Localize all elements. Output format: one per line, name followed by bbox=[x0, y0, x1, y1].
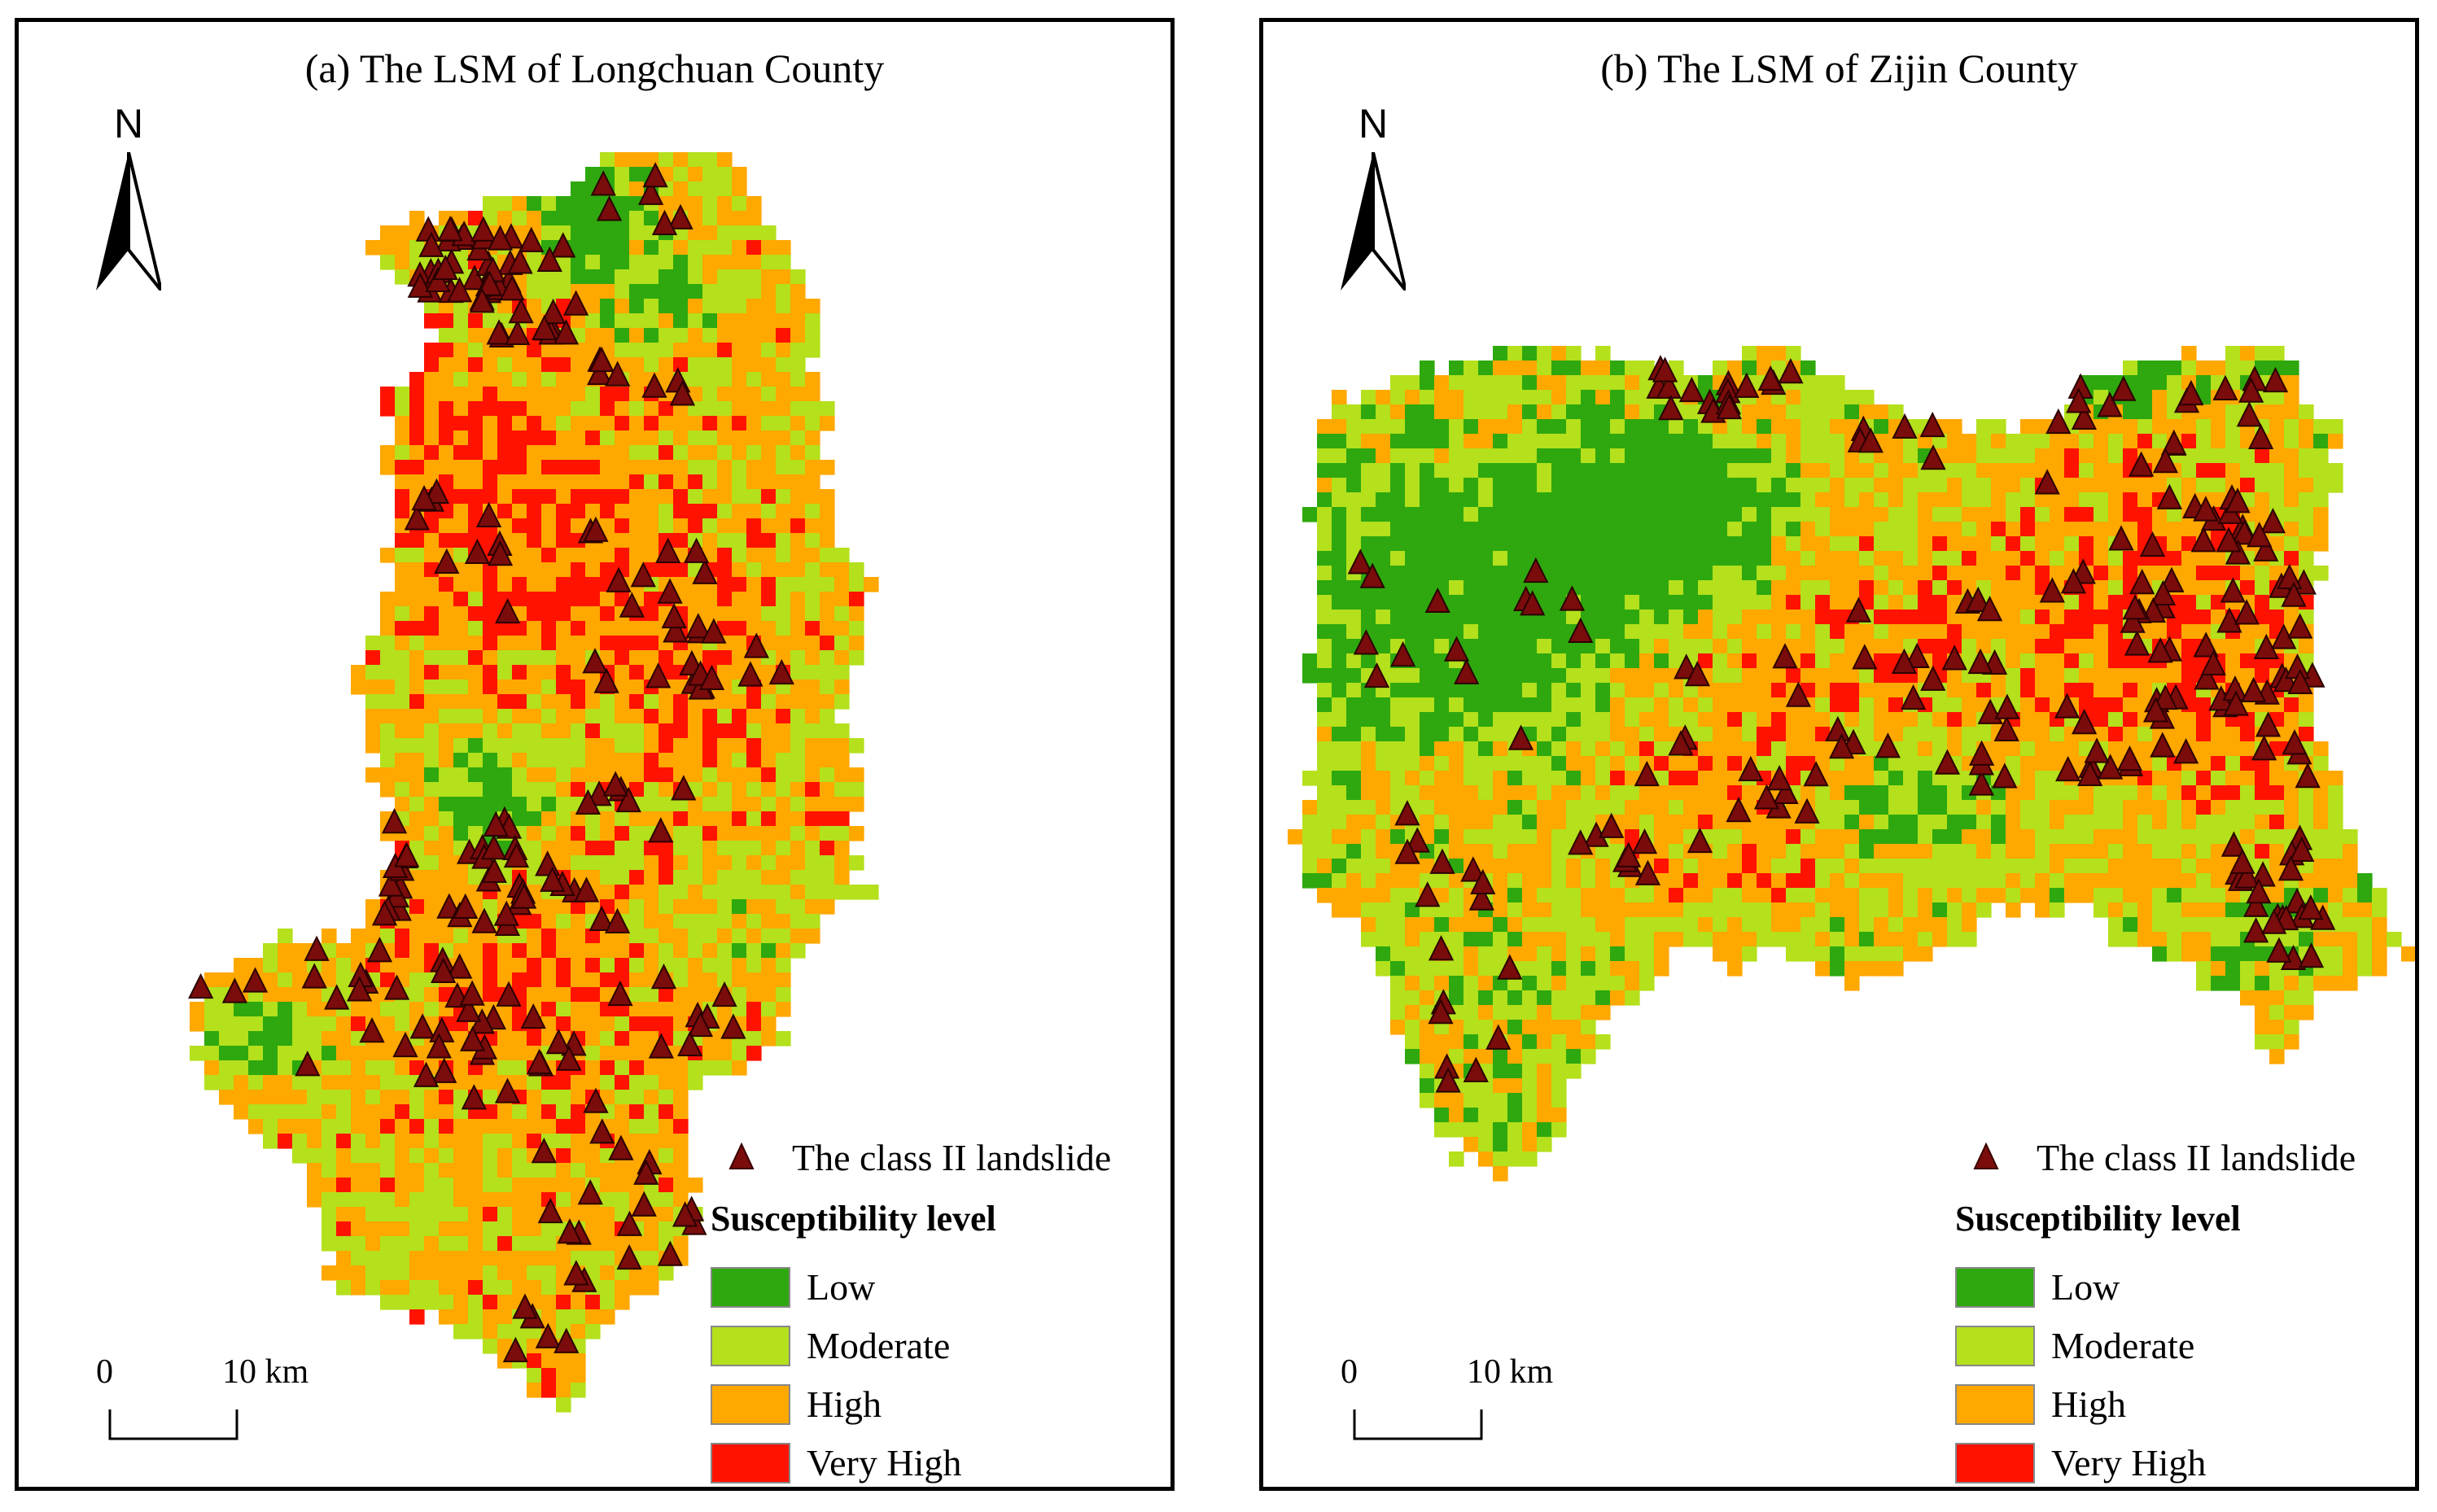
landslide-markers bbox=[1347, 355, 2336, 1093]
raster-cells bbox=[1288, 346, 2415, 1182]
north-label: N bbox=[113, 101, 144, 146]
landslide-triangle-icon bbox=[1973, 1142, 1999, 1169]
legend-label-moderate: Moderate bbox=[807, 1325, 951, 1366]
scale-ten-label: 10 km bbox=[1467, 1353, 1554, 1391]
legend-swatch-high bbox=[711, 1384, 790, 1425]
legend-title: Susceptibility level bbox=[1955, 1199, 2241, 1239]
legend-swatch-moderate bbox=[1955, 1326, 2035, 1366]
north-arrow: N bbox=[84, 103, 173, 291]
legend-swatch-moderate bbox=[711, 1326, 790, 1366]
legend-label-very-high: Very High bbox=[2051, 1442, 2207, 1484]
legend-label-low: Low bbox=[807, 1266, 876, 1308]
north-label: N bbox=[1358, 101, 1389, 146]
legend-swatch-low bbox=[711, 1267, 790, 1308]
map-title: (a) The LSM of Longchuan County bbox=[304, 46, 885, 91]
legend-landslide: The class II landslide bbox=[1955, 1133, 2356, 1182]
legend-label-very-high: Very High bbox=[807, 1442, 962, 1484]
legend-swatch-low bbox=[1955, 1267, 2035, 1308]
susceptibility-map-longchuan bbox=[188, 152, 879, 1413]
scale-ten-label: 10 km bbox=[222, 1353, 309, 1391]
scale-bar-line bbox=[1353, 1409, 1483, 1440]
north-arrow-icon bbox=[1341, 152, 1406, 291]
scale-bar-line bbox=[108, 1409, 238, 1440]
legend-label-moderate: Moderate bbox=[2051, 1325, 2195, 1366]
north-arrow-icon bbox=[96, 152, 161, 291]
legend-swatch-very-high bbox=[711, 1443, 790, 1484]
legend-landslide: The class II landslide bbox=[711, 1133, 1111, 1182]
map-panel-longchuan: (a) The LSM of Longchuan County N 0 10 k… bbox=[15, 18, 1175, 1491]
legend-label-low: Low bbox=[2051, 1266, 2120, 1308]
legend-label-high: High bbox=[807, 1383, 882, 1425]
legend-landslide-label: The class II landslide bbox=[792, 1136, 1112, 1178]
map-panel-zijin: (b) The LSM of Zijin County N 0 10 km Th… bbox=[1259, 18, 2419, 1491]
map-legend: The class II landslide Susceptibility le… bbox=[711, 1112, 1166, 1487]
scale-zero-label: 0 bbox=[96, 1353, 113, 1391]
scale-bar: 0 10 km bbox=[84, 1352, 308, 1483]
landslide-triangle-icon bbox=[728, 1142, 755, 1169]
map-title: (b) The LSM of Zijin County bbox=[1600, 46, 2078, 91]
legend-label-high: High bbox=[2051, 1383, 2126, 1425]
scale-bar: 0 10 km bbox=[1328, 1352, 1553, 1483]
legend-swatch-very-high bbox=[1955, 1443, 2035, 1484]
legend-landslide-label: The class II landslide bbox=[2037, 1136, 2356, 1178]
north-arrow: N bbox=[1328, 103, 1418, 291]
legend-title: Susceptibility level bbox=[711, 1199, 996, 1239]
landslide-markers bbox=[188, 162, 794, 1362]
scale-zero-label: 0 bbox=[1341, 1353, 1358, 1391]
susceptibility-map-zijin bbox=[1288, 346, 2415, 1182]
map-legend: The class II landslide Susceptibility le… bbox=[1955, 1112, 2411, 1487]
legend-swatch-high bbox=[1955, 1384, 2035, 1425]
